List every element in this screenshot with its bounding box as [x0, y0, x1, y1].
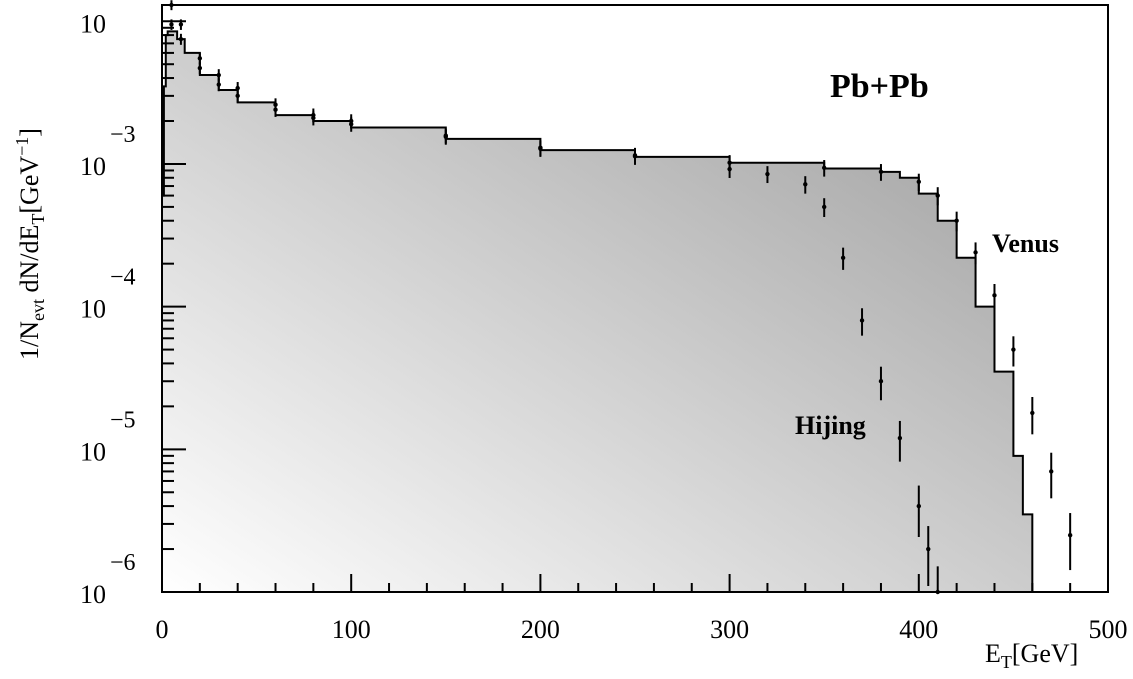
y-axis-title: 1/Nevt dN/dET[GeV−1]	[12, 128, 48, 360]
data-point	[235, 93, 240, 99]
data-point	[916, 179, 921, 184]
data-point	[1067, 533, 1073, 538]
x-tick-label: 200	[521, 615, 560, 644]
data-point	[216, 72, 221, 78]
data-point	[538, 145, 543, 150]
y-tick-label-base: 10	[80, 152, 106, 181]
x-tick-label: 0	[156, 615, 169, 644]
data-point	[178, 22, 184, 27]
y-tick-label-base: 10	[80, 9, 106, 38]
x-tick-label: 500	[1089, 615, 1128, 644]
data-point	[727, 160, 732, 165]
data-point	[1011, 347, 1016, 352]
venus-label: Venus	[992, 229, 1059, 258]
x-tick-label: 300	[710, 615, 749, 644]
x-axis-title: ET[GeV]	[985, 639, 1078, 672]
y-tick-label-exponent: −6	[110, 550, 136, 576]
data-point	[926, 546, 931, 552]
data-point	[916, 503, 921, 509]
data-point	[822, 165, 827, 170]
data-point	[897, 435, 903, 441]
data-point	[632, 153, 638, 158]
data-point	[197, 65, 203, 71]
data-point	[840, 255, 846, 260]
data-point	[443, 133, 448, 138]
data-point	[273, 102, 278, 107]
x-tick-label: 100	[332, 615, 371, 644]
data-point	[216, 82, 221, 87]
data-point	[1030, 410, 1035, 416]
data-point	[822, 204, 827, 210]
y-tick-label-exponent: −4	[110, 265, 136, 291]
x-tick-labels: 0 100 200 300 400 500	[156, 615, 1128, 644]
plot-frame	[161, 4, 1109, 593]
data-point	[349, 118, 354, 124]
data-point	[765, 171, 770, 177]
y-tick-label-exponent: −2	[110, 0, 136, 5]
data-point	[197, 56, 203, 61]
y-tick-label-base: 10	[80, 295, 106, 324]
data-point	[1049, 469, 1054, 474]
data-point	[973, 250, 978, 255]
data-point	[992, 293, 997, 298]
series-venus	[169, 0, 1073, 571]
data-point	[235, 85, 240, 91]
axis-ticks	[161, 20, 1109, 593]
y-tick-label-exponent: −5	[110, 407, 136, 433]
y-tick-labels: 10−210−310−410−510−6	[80, 0, 136, 609]
data-point	[935, 193, 940, 198]
data-point	[859, 318, 865, 323]
data-point	[169, 22, 174, 27]
x-tick-label: 400	[899, 615, 938, 644]
data-point	[878, 379, 884, 384]
data-point	[954, 218, 959, 223]
data-point	[878, 169, 884, 175]
data-point	[803, 182, 808, 187]
plot-area	[161, 0, 1073, 595]
hijing-label: Hijing	[795, 411, 866, 440]
y-tick-label-base: 10	[80, 580, 106, 609]
histogram-fill	[161, 30, 1034, 593]
data-point	[311, 112, 316, 118]
chart-title: Pb+Pb	[830, 68, 929, 105]
y-tick-label-exponent: −3	[110, 122, 136, 148]
y-tick-label-base: 10	[80, 437, 106, 466]
data-point	[178, 36, 184, 42]
